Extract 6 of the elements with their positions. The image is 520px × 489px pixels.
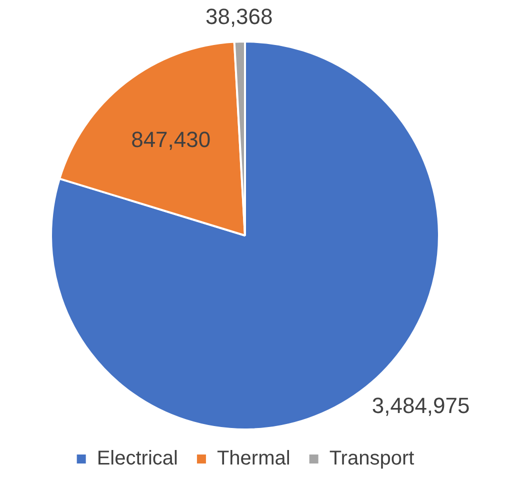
data-label: 847,430 bbox=[131, 126, 211, 152]
data-label: 3,484,975 bbox=[372, 393, 470, 418]
data-label: 38,368 bbox=[205, 4, 273, 30]
legend-label: Thermal bbox=[216, 448, 290, 470]
legend-label: Transport bbox=[329, 448, 415, 470]
legend-label: Electrical bbox=[96, 448, 178, 470]
